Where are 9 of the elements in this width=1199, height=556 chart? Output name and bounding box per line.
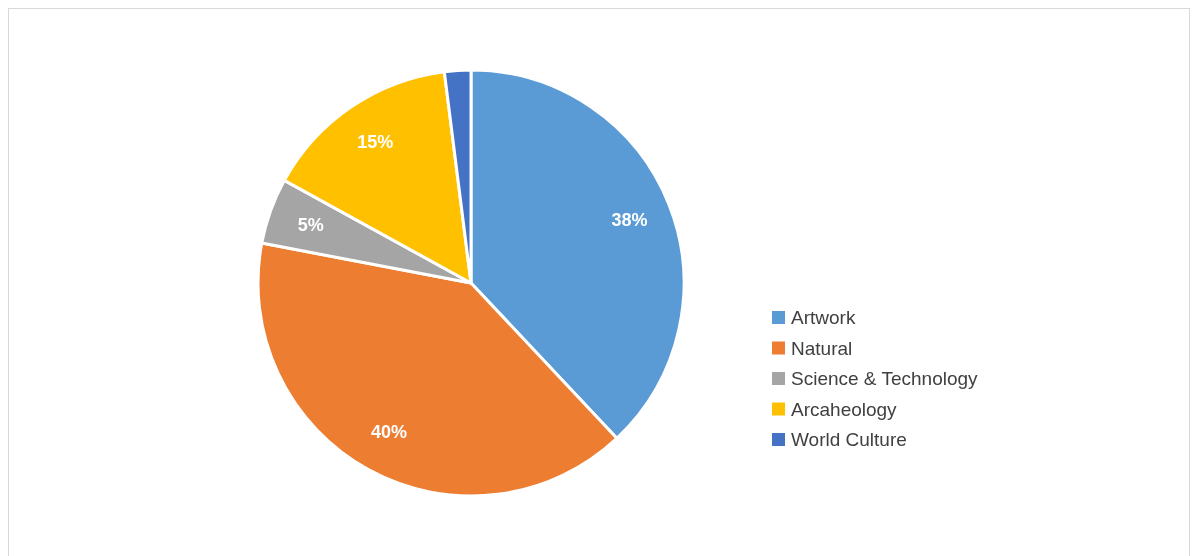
legend-label: World Culture — [791, 429, 907, 450]
data-label: 15% — [357, 132, 394, 153]
data-label: 40% — [370, 422, 407, 443]
legend-label: Arcaheology — [791, 398, 898, 420]
legend-label: Science & Technology — [791, 368, 979, 389]
data-label: 5% — [297, 215, 324, 236]
data-label: 38% — [611, 210, 648, 231]
legend-label: Natural — [791, 337, 853, 359]
legend-label: Artwork — [791, 307, 856, 328]
